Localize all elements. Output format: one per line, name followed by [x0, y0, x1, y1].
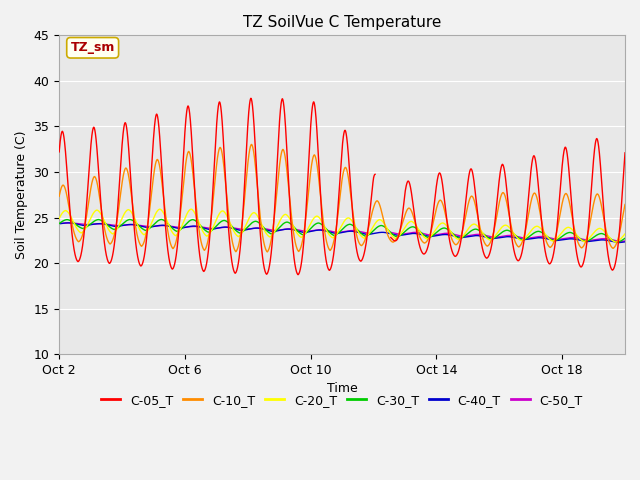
Legend: C-05_T, C-10_T, C-20_T, C-30_T, C-40_T, C-50_T: C-05_T, C-10_T, C-20_T, C-30_T, C-40_T, … — [97, 389, 588, 412]
Title: TZ SoilVue C Temperature: TZ SoilVue C Temperature — [243, 15, 441, 30]
X-axis label: Time: Time — [326, 383, 358, 396]
Text: TZ_sm: TZ_sm — [70, 41, 115, 54]
Y-axis label: Soil Temperature (C): Soil Temperature (C) — [15, 131, 28, 259]
